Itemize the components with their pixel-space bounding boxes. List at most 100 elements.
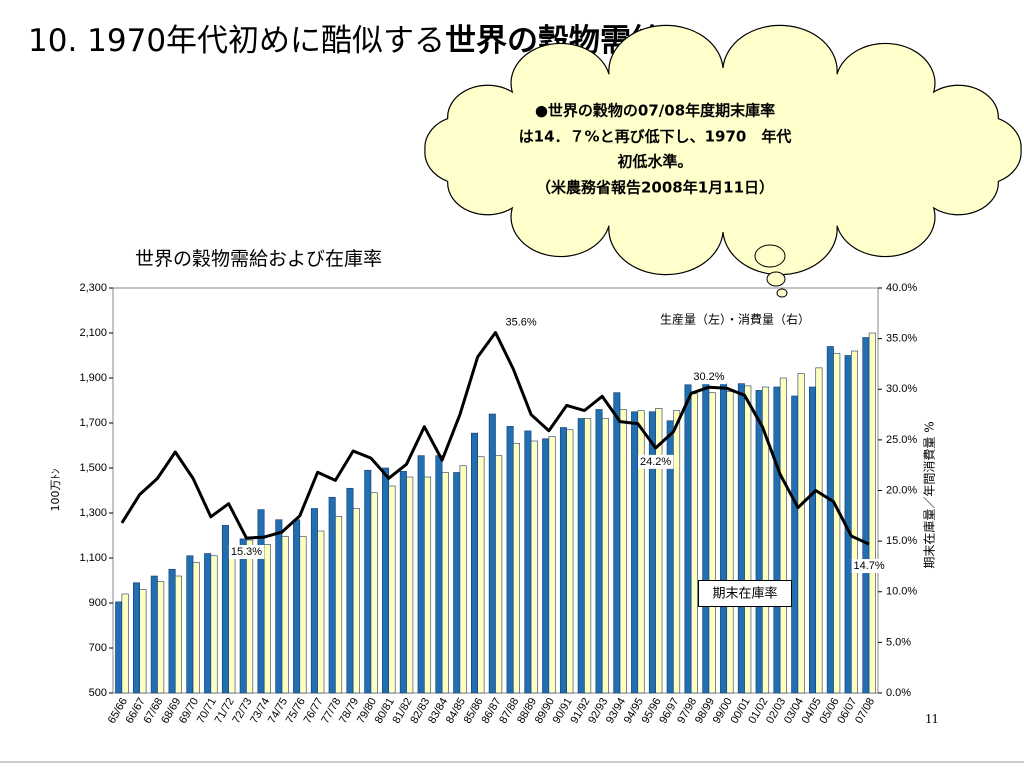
bar <box>613 392 621 694</box>
data-label-box <box>503 315 539 330</box>
bar <box>655 408 663 694</box>
bar <box>157 581 165 694</box>
y-axis-label: 100万ﾄﾝ <box>49 469 62 512</box>
bar <box>524 430 532 694</box>
data-label: 24.2% <box>640 456 671 468</box>
bar <box>115 601 123 694</box>
line <box>120 331 870 546</box>
y2-axis-label: 期末在庫量／年間消費量 % <box>922 421 937 568</box>
y-tick-label: 1,100 <box>79 552 107 564</box>
y2-tick-label: 0.0% <box>886 687 911 699</box>
bar <box>779 377 787 694</box>
bar <box>737 383 745 694</box>
bar <box>648 411 656 694</box>
bar <box>577 418 585 694</box>
bar <box>512 442 520 694</box>
bar <box>281 536 289 694</box>
y2-tick-label: 20.0% <box>886 484 917 496</box>
y-tick-label: 2,300 <box>79 282 107 294</box>
bar <box>399 471 407 694</box>
data-label: 15.3% <box>231 546 262 558</box>
bar <box>637 410 645 694</box>
y2-tick-label: 10.0% <box>886 586 917 598</box>
y-tick-label: 1,500 <box>79 462 107 474</box>
bar <box>559 427 567 694</box>
bar <box>755 390 763 694</box>
bar <box>791 395 799 694</box>
bar <box>595 409 603 694</box>
bar <box>862 337 870 694</box>
bar <box>239 538 247 694</box>
bar <box>542 438 550 694</box>
bar <box>773 386 781 694</box>
bar <box>263 544 271 694</box>
bar <box>382 467 390 694</box>
data-label: 14.7% <box>854 560 885 572</box>
bar <box>346 487 354 694</box>
page-number: 11 <box>925 712 938 727</box>
cloud-bubble <box>776 288 788 298</box>
y2-tick-label: 35.0% <box>886 333 917 345</box>
bar <box>441 472 449 694</box>
bar <box>293 519 301 694</box>
bar <box>192 562 200 694</box>
bar <box>317 530 325 694</box>
bar <box>435 455 443 694</box>
bar <box>708 392 716 694</box>
bar <box>328 496 336 694</box>
title-plain: 10. 1970年代初めに酷似する <box>28 23 445 59</box>
data-label-box <box>691 370 727 385</box>
bar <box>601 418 609 694</box>
bar <box>121 593 129 694</box>
bar <box>246 539 254 694</box>
bar <box>619 409 627 694</box>
bar <box>477 456 485 694</box>
bar <box>530 440 538 694</box>
bar <box>204 553 212 694</box>
bar <box>406 476 414 694</box>
bar <box>495 455 503 694</box>
bar <box>352 508 360 694</box>
data-label-box <box>228 544 265 559</box>
bar <box>364 469 372 694</box>
callout-line: ●世界の穀物の07/08年度期末庫率 <box>535 102 775 120</box>
bar <box>139 589 147 694</box>
data-label: 35.6% <box>506 316 537 328</box>
bar <box>702 382 710 694</box>
bar <box>228 548 236 694</box>
bar <box>868 332 876 694</box>
cloud-bubble <box>754 244 786 268</box>
bar <box>388 485 396 694</box>
bar <box>221 525 229 694</box>
y2-tick-label: 5.0% <box>886 636 911 648</box>
bar <box>673 410 681 694</box>
legend: 生産量（左）・消費量（右） <box>660 312 810 327</box>
y-tick-label: 500 <box>89 687 107 699</box>
bar <box>809 386 817 694</box>
y2-tick-label: 40.0% <box>886 282 917 294</box>
bar <box>168 568 176 694</box>
bar <box>299 536 307 694</box>
bar <box>370 492 378 694</box>
bar <box>132 582 140 694</box>
bar <box>690 393 698 694</box>
y2-tick-label: 25.0% <box>886 434 917 446</box>
callout-line: は14．７%と再び低下し、1970 年代 <box>519 128 792 146</box>
bar <box>471 432 479 694</box>
y2-tick-label: 15.0% <box>886 535 917 547</box>
callout-line: 初低水準。 <box>617 153 692 171</box>
y2-tick-label: 30.0% <box>886 383 917 395</box>
bar <box>453 472 461 694</box>
series-name-box <box>697 580 793 607</box>
bar <box>417 455 425 694</box>
data-label-box <box>638 454 674 469</box>
bar <box>631 411 639 694</box>
bar <box>815 367 823 694</box>
bar <box>150 575 158 694</box>
bar <box>566 429 574 694</box>
bar <box>851 350 859 694</box>
bar <box>210 555 218 694</box>
chart-title: 世界の穀物需給および在庫率 <box>135 248 382 270</box>
series-name: 期末在庫率 <box>712 586 777 602</box>
